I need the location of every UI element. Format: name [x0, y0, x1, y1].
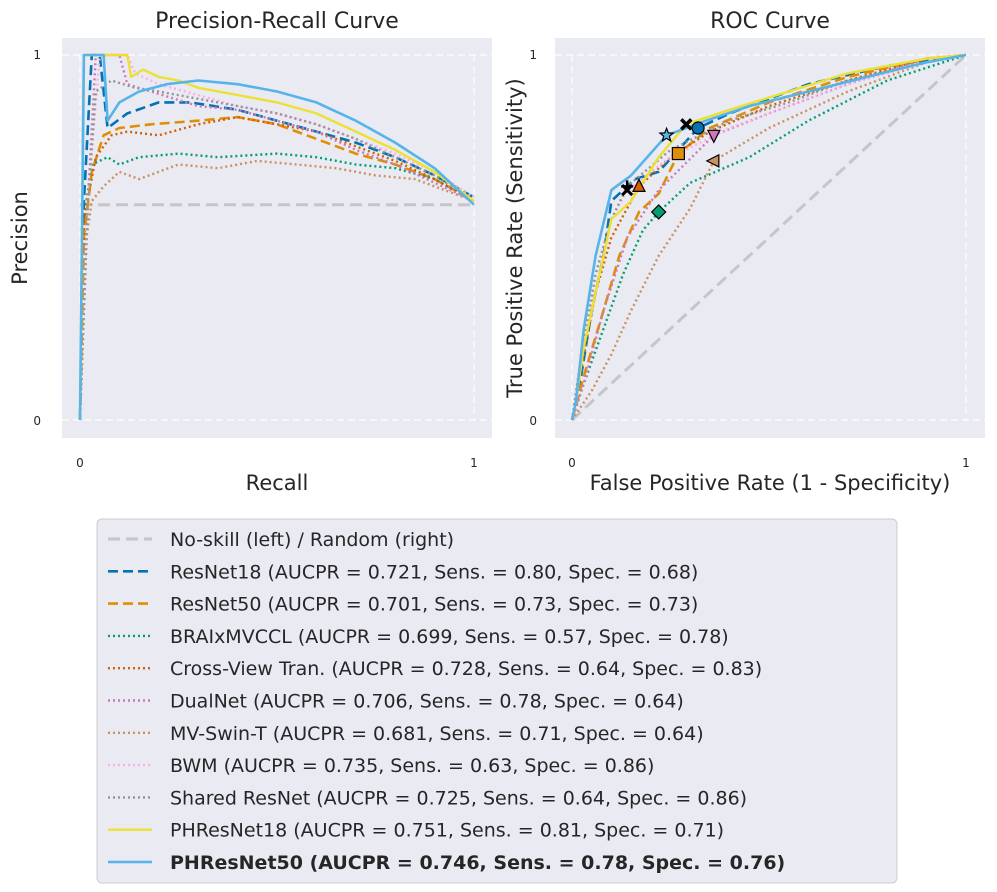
- roc-series-bwm: [570, 53, 967, 421]
- legend-label-braix: BRAIxMVCCL (AUCPR = 0.699, Sens. = 0.57,…: [170, 626, 729, 648]
- pr-xtick-1: 1: [470, 456, 478, 470]
- legend-label-bwm: BWM (AUCPR = 0.735, Sens. = 0.63, Spec. …: [170, 755, 654, 777]
- roc-marker-phresnet18: [680, 118, 693, 131]
- roc-title: ROC Curve: [710, 9, 830, 34]
- legend: No-skill (left) / Random (right) ResNet18…: [96, 518, 898, 884]
- roc-marker-sharedresnet: [621, 180, 634, 193]
- legend-label-resnet50: ResNet50 (AUCPR = 0.701, Sens. = 0.73, S…: [170, 594, 698, 616]
- roc-series-group: [570, 53, 968, 422]
- legend-label-sharedresnet: Shared ResNet (AUCPR = 0.725, Sens. = 0.…: [170, 787, 747, 809]
- legend-box: [96, 518, 898, 884]
- pr-series-phresnet50: [78, 53, 475, 421]
- roc-marker-braix: [650, 204, 667, 220]
- pr-xlabel: Recall: [246, 471, 309, 495]
- legend-label-baseline: No-skill (left) / Random (right): [170, 529, 454, 551]
- roc-marker-resnet50: [671, 146, 685, 161]
- legend-label-crossview: Cross-View Tran. (AUCPR = 0.728, Sens. =…: [170, 658, 762, 680]
- roc-curve-panel: ROC Curve 0 1 1 0 False Positive Rate (1…: [503, 9, 985, 495]
- pr-xtick-0: 0: [76, 456, 84, 470]
- roc-ytick-1: 1: [529, 48, 537, 62]
- roc-series-phresnet18: [570, 53, 967, 421]
- legend-label-phresnet50: PHResNet50 (AUCPR = 0.746, Sens. = 0.78,…: [170, 852, 785, 874]
- roc-series-mvswin: [571, 53, 967, 421]
- pr-plot-area: [62, 38, 492, 438]
- pr-ylabel: Precision: [8, 191, 32, 285]
- pr-curve-panel: Precision-Recall Curve 0 1 1 0 Recall Pr…: [8, 9, 492, 495]
- roc-marker-dualnet: [706, 129, 721, 144]
- roc-marker-resnet18: [691, 121, 705, 135]
- roc-marker-mvswin: [705, 153, 720, 168]
- pr-title: Precision-Recall Curve: [155, 9, 399, 34]
- roc-xlabel: False Positive Rate (1 - Specificity): [590, 471, 951, 495]
- legend-label-resnet18: ResNet18 (AUCPR = 0.721, Sens. = 0.80, S…: [170, 561, 698, 583]
- roc-ylabel: True Positive Rate (Sensitivity): [503, 78, 527, 398]
- roc-operating-points: [621, 118, 721, 220]
- legend-label-dualnet: DualNet (AUCPR = 0.706, Sens. = 0.78, Sp…: [170, 691, 684, 713]
- pr-series-group: [78, 53, 475, 421]
- pr-ytick-1: 1: [33, 48, 41, 62]
- roc-marker-crossview: [632, 178, 646, 192]
- pr-series-phresnet18: [78, 53, 475, 421]
- pr-series-mvswin: [78, 159, 475, 421]
- legend-label-mvswin: MV-Swin-T (AUCPR = 0.681, Sens. = 0.71, …: [170, 723, 704, 745]
- roc-ytick-0: 0: [529, 414, 537, 428]
- roc-xtick-1: 1: [962, 456, 970, 470]
- legend-items: No-skill (left) / Random (right) ResNet18…: [108, 529, 785, 874]
- roc-xtick-0: 0: [568, 456, 576, 470]
- roc-marker-phresnet50: [658, 126, 675, 143]
- legend-label-phresnet18: PHResNet18 (AUCPR = 0.751, Sens. = 0.81,…: [170, 820, 724, 842]
- pr-ytick-0: 0: [33, 414, 41, 428]
- pr-series-sharedresnet: [78, 79, 475, 421]
